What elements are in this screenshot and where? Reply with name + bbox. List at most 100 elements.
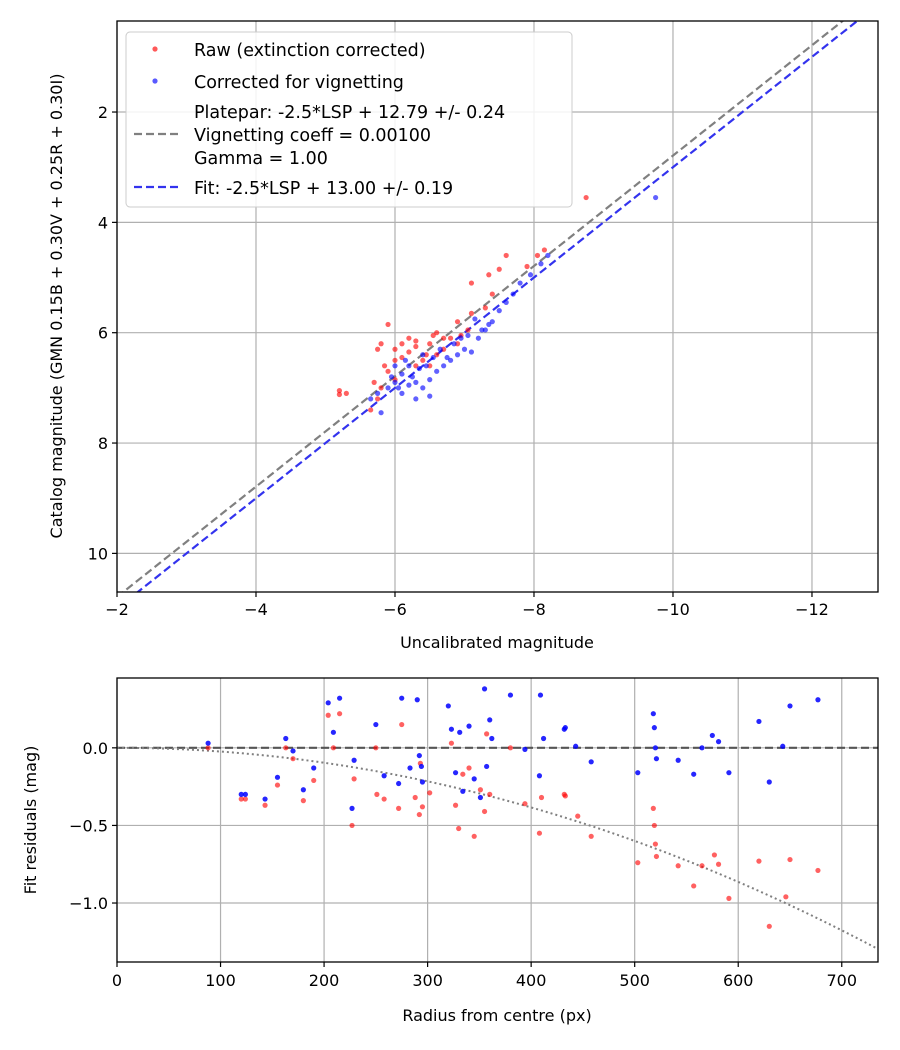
legend-raw-label: Raw (extinction corrected) [194, 41, 426, 61]
top-x-axis-title: Uncalibrated magnitude [400, 633, 594, 652]
raw-residual-point [452, 802, 459, 808]
corrected-point [538, 261, 544, 267]
corrected-residual-point [242, 791, 248, 797]
top-x-ticks: −2 −4 −6 −8 −10 −12 [105, 592, 829, 619]
legend: Raw (extinction corrected) Corrected for… [125, 31, 573, 208]
raw-residual-point [787, 856, 793, 863]
corrected-residual-point [274, 774, 281, 780]
corrected-point [368, 396, 374, 402]
raw-point [399, 354, 405, 361]
top-y-tick-label: 6 [98, 324, 108, 343]
corrected-point [653, 194, 659, 201]
raw-point [468, 310, 475, 316]
raw-point [541, 247, 548, 253]
raw-point [378, 341, 384, 347]
raw-residual-point [691, 883, 697, 889]
raw-point [406, 335, 412, 341]
bottom-x-axis-title: Radius from centre (px) [402, 1006, 591, 1025]
raw-point [482, 305, 488, 311]
raw-residual-point [538, 794, 545, 801]
raw-residual-point [481, 808, 488, 815]
raw-residual-point [460, 771, 466, 777]
raw-residual-point [349, 822, 355, 829]
raw-residual-point [427, 790, 433, 796]
raw-residual-point [274, 782, 281, 788]
corrected-residual-point [780, 743, 786, 749]
corrected-point [392, 379, 398, 385]
top-chart-panel: −2 −4 −6 −8 −10 −12 2 4 6 8 10 Uncalibrated magni… [47, 20, 879, 652]
corrected-residual-point [635, 770, 641, 776]
corrected-residual-point [349, 805, 355, 811]
corrected-residual-point [407, 765, 413, 771]
corrected-point [430, 354, 436, 361]
corrected-residual-point [418, 763, 424, 770]
corrected-residual-point [452, 770, 459, 776]
corrected-residual-point [536, 773, 543, 779]
raw-point [447, 335, 454, 341]
raw-point [441, 335, 447, 341]
corrected-point [427, 376, 433, 383]
raw-point [375, 346, 381, 352]
corrected-point [399, 371, 405, 377]
raw-point [503, 252, 509, 259]
corrected-residual-point [715, 739, 722, 745]
top-x-tick-label: −12 [795, 600, 829, 619]
corrected-residual-point [396, 780, 402, 787]
raw-point [434, 352, 440, 358]
corrected-residual-point [766, 779, 772, 785]
raw-residual-point [487, 791, 493, 797]
corrected-point [510, 291, 516, 297]
raw-point [496, 266, 502, 272]
raw-point [378, 385, 384, 391]
corrected-point [545, 252, 551, 259]
corrected-point [420, 385, 426, 391]
corrected-residual-point [481, 686, 488, 692]
corrected-point [454, 352, 461, 358]
raw-point [385, 321, 391, 328]
corrected-point [375, 390, 381, 396]
corrected-point [437, 346, 443, 352]
bottom-y-tick-label: 0.0 [83, 739, 108, 758]
raw-point [430, 332, 436, 339]
top-lines [121, 21, 859, 592]
corrected-residual-point [650, 711, 656, 717]
corrected-point [479, 327, 485, 333]
raw-point [343, 390, 349, 396]
raw-residual-point [238, 796, 244, 802]
corrected-residual-point [238, 791, 244, 797]
raw-residual-point [351, 776, 357, 782]
corrected-residual-point [448, 726, 455, 732]
raw-residual-point [396, 805, 402, 811]
corrected-residual-point [445, 703, 451, 709]
corrected-residual-point [651, 725, 657, 731]
corrected-residual-point [487, 717, 493, 723]
bottom-grid [116, 678, 878, 962]
bottom-y-ticks: 0.0 −0.5 −1.0 [69, 739, 117, 913]
corrected-point [468, 349, 475, 355]
top-y-tick-label: 4 [98, 213, 108, 232]
corrected-point [378, 410, 384, 416]
raw-residual-point [484, 731, 490, 737]
corrected-residual-point [337, 695, 343, 701]
raw-residual-point [711, 852, 718, 858]
corrected-residual-point [726, 770, 732, 776]
raw-point [336, 391, 342, 398]
corrected-residual-point [300, 787, 306, 793]
bottom-x-tick-label: 600 [723, 971, 754, 990]
corrected-residual-point [537, 692, 544, 698]
top-x-tick-label: −2 [105, 600, 129, 619]
raw-residual-point [337, 711, 343, 717]
bottom-x-ticks: 0 100 200 300 400 500 600 700 [112, 962, 857, 990]
raw-residual-point [477, 787, 484, 793]
bottom-y-axis-title: Fit residuals (mag) [21, 746, 40, 895]
corrected-point [395, 385, 402, 391]
raw-point [534, 252, 541, 259]
corrected-point [427, 393, 433, 399]
raw-residual-point [536, 830, 543, 836]
corrected-residual-point [471, 776, 477, 782]
top-x-tick-label: −10 [656, 600, 690, 619]
corrected-residual-point [311, 765, 317, 771]
raw-residual-point [815, 867, 821, 874]
bottom-x-tick-label: 300 [412, 971, 443, 990]
